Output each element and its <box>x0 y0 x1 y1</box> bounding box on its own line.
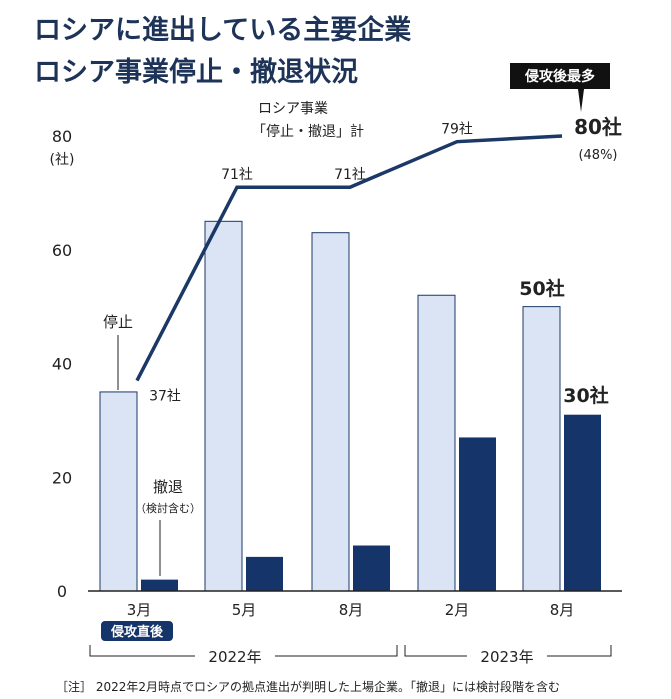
bar-tettai <box>564 414 601 591</box>
bar-teishi <box>417 294 456 592</box>
bar-teishi <box>311 232 350 592</box>
line-legend-label1: ロシア事業 <box>258 101 328 117</box>
x-tick-label: 8月 <box>339 601 364 619</box>
x-tick-label: 5月 <box>232 601 257 619</box>
start-badge <box>101 621 173 641</box>
y-tick-label: 40 <box>52 355 72 374</box>
chart-title-line1: ロシアに進出している主要企業 <box>34 15 412 46</box>
footnote: ［注］ 2022年2月時点でロシアの拠点進出が判明した上場企業。「撤退」には検討… <box>56 680 560 694</box>
y-tick-label: 0 <box>57 582 67 601</box>
line-value-label: 71社 <box>221 167 253 183</box>
tettai-last-label: 30社 <box>563 384 608 407</box>
max-badge-label: 侵攻後最多 <box>524 68 595 85</box>
year-label: 2023年 <box>480 648 533 666</box>
start-badge-label: 侵攻直後 <box>110 624 164 640</box>
line-legend-label2: 「停止・撤退」計 <box>252 123 364 140</box>
bar-tettai <box>246 556 283 591</box>
year-label: 2022年 <box>208 648 261 666</box>
bar-teishi <box>204 220 243 592</box>
series-label-teishi: 停止 <box>103 313 133 331</box>
series-sublabel-tettai: （検討含む） <box>135 501 201 515</box>
bar-tettai <box>353 545 390 591</box>
line-value-label: 79社 <box>441 122 473 138</box>
year-bracket-left <box>404 645 467 657</box>
chart-title-line2: ロシア事業停止・撤退状況 <box>34 57 358 88</box>
y-tick-label: 80 <box>52 127 72 146</box>
bar-tettai <box>459 437 496 591</box>
line-value-label: 71社 <box>334 167 366 183</box>
year-bracket-right <box>275 645 398 657</box>
bar-teishi <box>522 306 561 592</box>
bar-tettai <box>141 579 178 591</box>
max-badge-pointer <box>578 89 584 112</box>
y-axis-unit: (社) <box>50 152 75 168</box>
series-label-tettai: 撤退 <box>153 478 183 496</box>
x-tick-label: 8月 <box>550 601 575 619</box>
line-value-label: 37社 <box>149 389 181 405</box>
year-bracket-left <box>89 645 195 657</box>
x-tick-label: 2月 <box>445 601 470 619</box>
y-tick-label: 60 <box>52 241 72 260</box>
line-value-label: 80社 <box>574 115 622 139</box>
teishi-last-label: 50社 <box>519 277 564 300</box>
total-line <box>135 134 563 382</box>
y-tick-label: 20 <box>52 468 72 487</box>
bar-teishi <box>99 391 138 592</box>
line-last-percent: (48%) <box>578 148 617 163</box>
year-bracket-right <box>547 645 612 657</box>
max-badge <box>510 63 610 89</box>
x-tick-label: 3月 <box>127 601 152 619</box>
